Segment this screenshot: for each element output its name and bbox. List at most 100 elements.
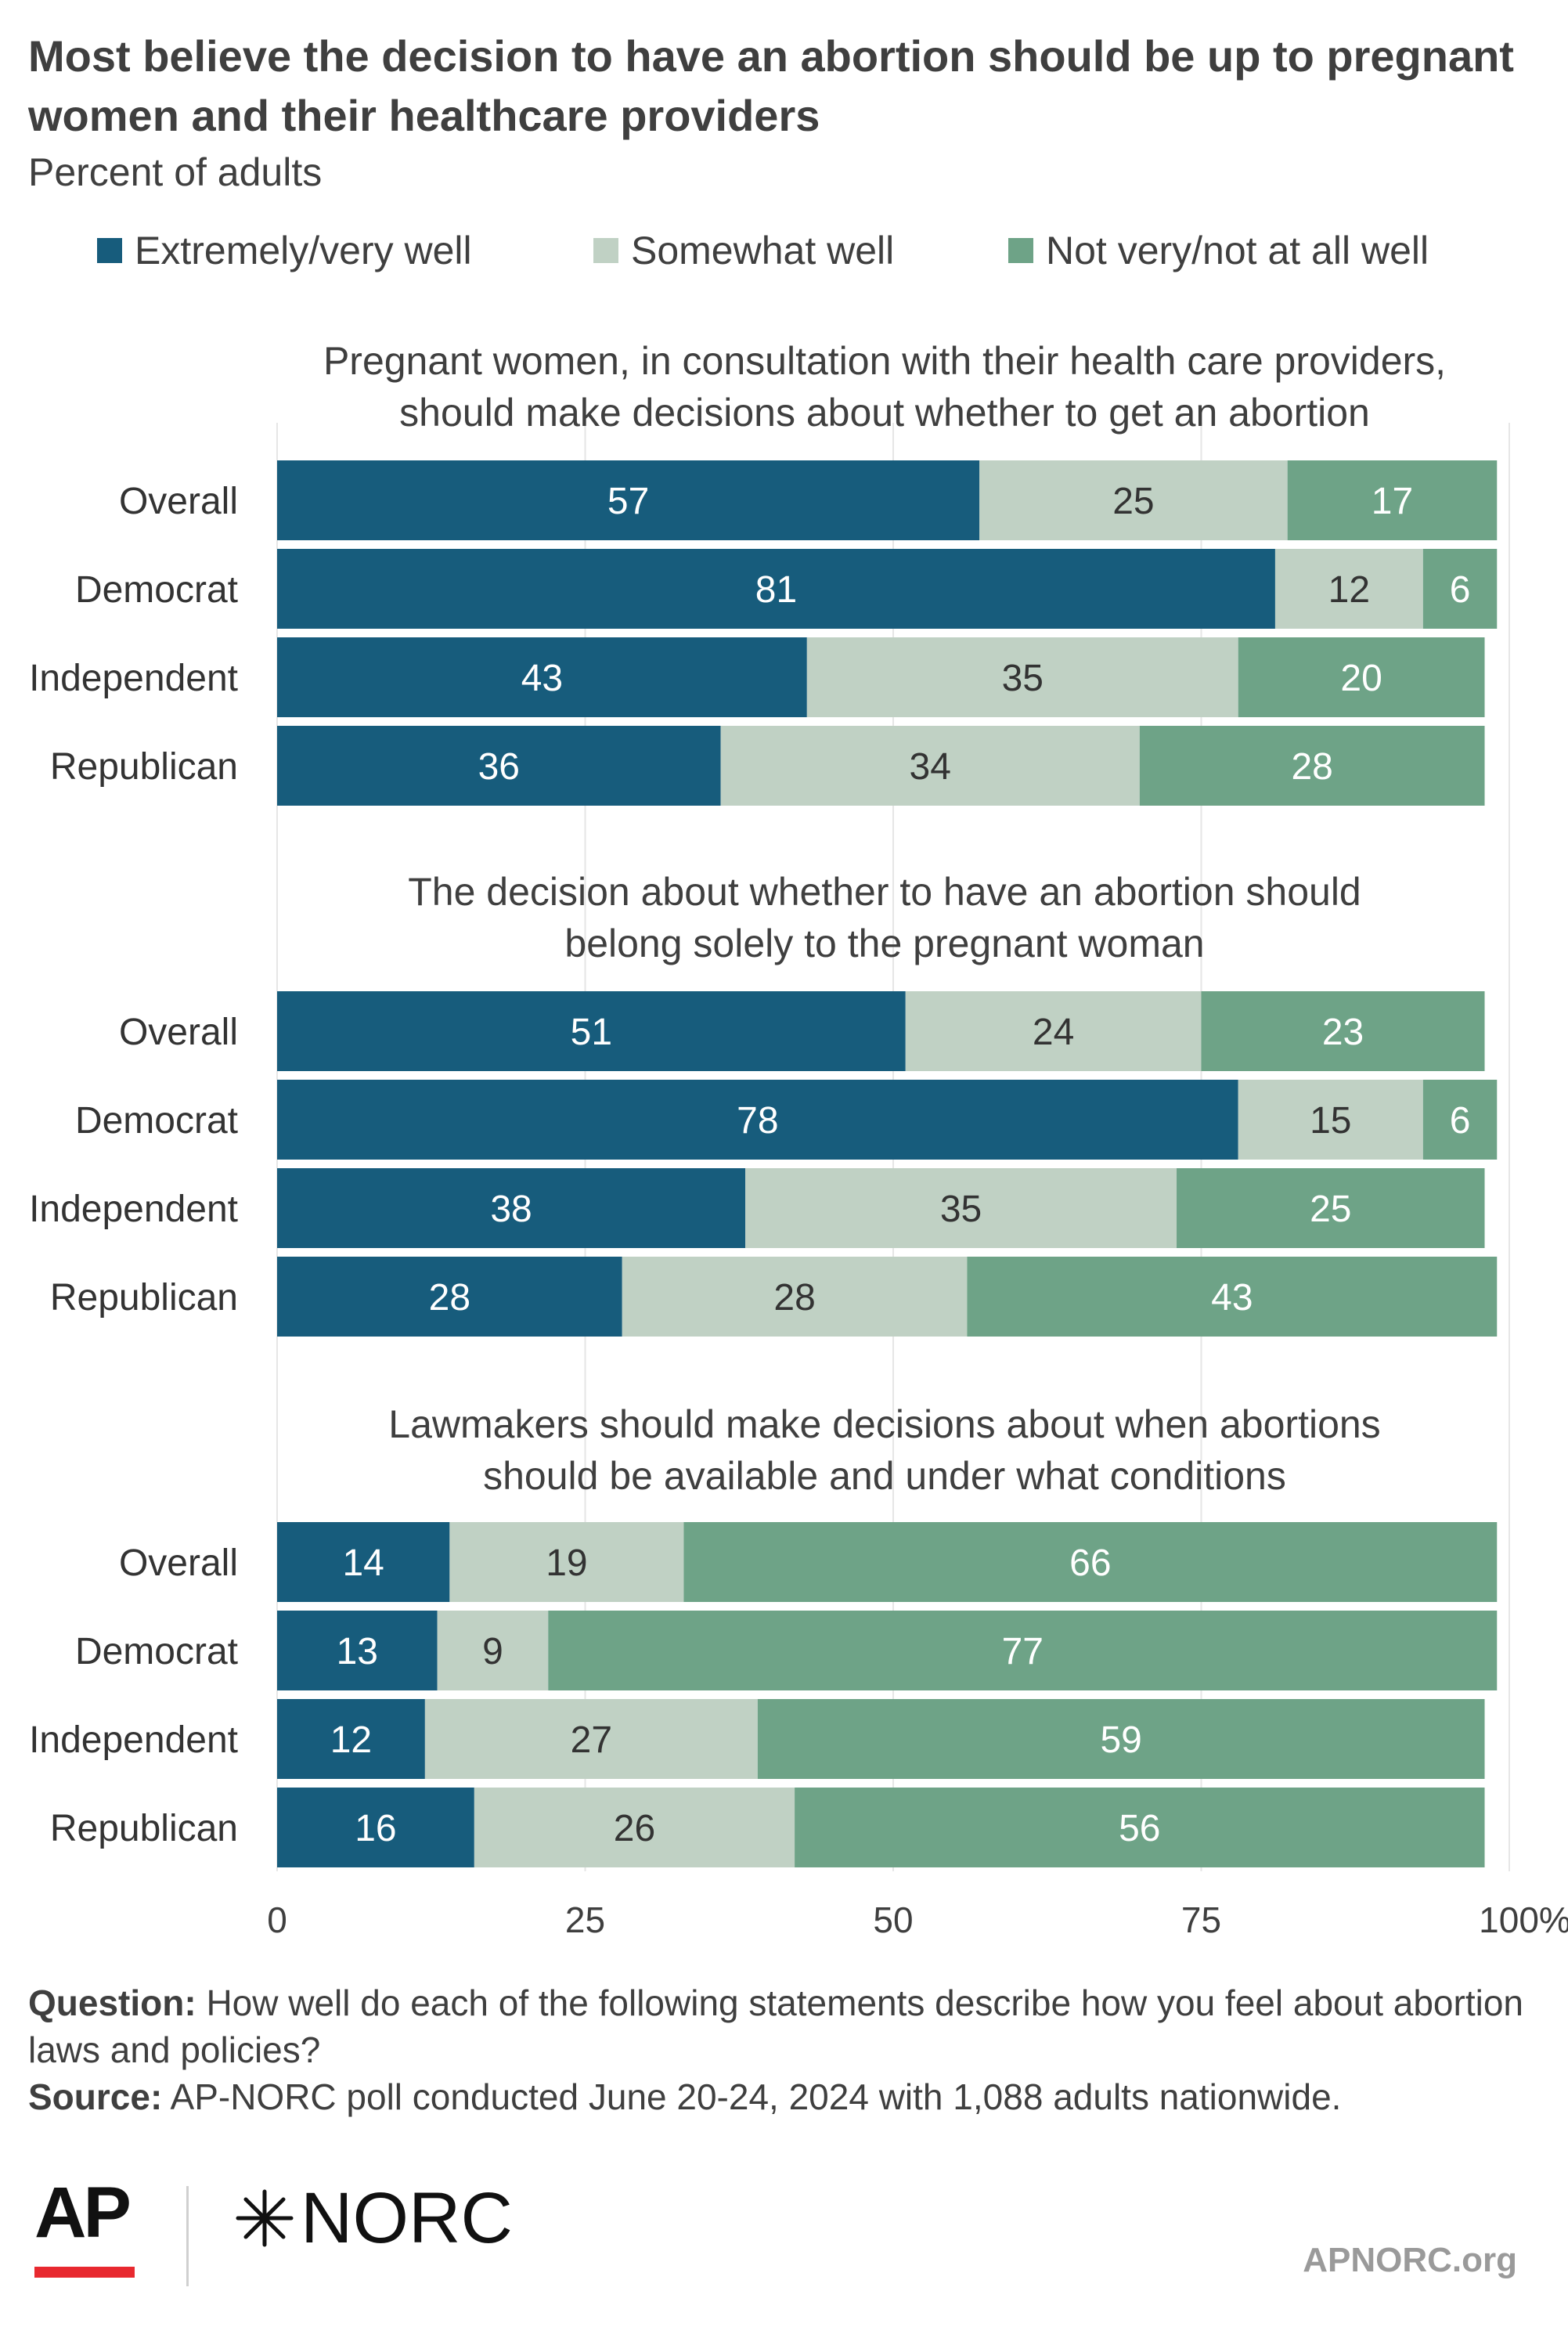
question-text: How well do each of the following statem…: [28, 1982, 1524, 2070]
legend-item-not-very-well: Not very/not at all well: [1008, 227, 1429, 274]
bar-segment: [1274, 549, 1423, 629]
legend-swatch: [1008, 238, 1033, 263]
data-label: 13: [337, 1631, 378, 1672]
category-label: Democrat: [75, 1631, 238, 1672]
bar-segment: [1422, 1080, 1498, 1160]
bar-segment: [1287, 460, 1498, 540]
panel-title-line: belong solely to the pregnant woman: [564, 922, 1204, 965]
bar-segment: [622, 1257, 968, 1337]
chart-subtitle: Percent of adults: [28, 150, 323, 194]
bar-segment: [449, 1522, 684, 1602]
panel-title-line: The decision about whether to have an ab…: [408, 870, 1361, 914]
bar-segment: [277, 1257, 622, 1337]
data-label: 12: [330, 1719, 372, 1761]
category-label: Overall: [119, 1542, 238, 1584]
data-label: 25: [1112, 481, 1154, 522]
data-label: 28: [1291, 746, 1332, 788]
bar-segment: [979, 460, 1288, 540]
bar-segment: [683, 1522, 1498, 1602]
source-text: AP-NORC poll conducted June 20-24, 2024 …: [170, 2076, 1342, 2117]
bar-segment: [1238, 1080, 1423, 1160]
bar-segment: [474, 1788, 795, 1867]
bar-segment: [1201, 991, 1485, 1071]
legend-swatch: [593, 238, 618, 263]
data-label: 35: [940, 1189, 982, 1230]
bar-segment: [548, 1611, 1498, 1690]
bar-segment: [1238, 637, 1485, 717]
data-label: 35: [1002, 658, 1044, 699]
data-label: 78: [737, 1100, 778, 1142]
bar-segment: [277, 1522, 450, 1602]
x-tick-label: 75: [1181, 1899, 1221, 1940]
x-tick-label: 25: [565, 1899, 605, 1940]
data-label: 34: [910, 746, 951, 788]
data-label: 14: [342, 1542, 384, 1584]
bar-segment: [277, 549, 1275, 629]
bar-segment: [905, 991, 1202, 1071]
bar-segment: [757, 1699, 1485, 1779]
bar-segment: [967, 1257, 1498, 1337]
bar-segment: [277, 1168, 746, 1248]
data-label: 12: [1328, 569, 1370, 611]
bar-segment: [795, 1788, 1485, 1867]
bar-segment: [277, 1080, 1238, 1160]
bar-segment: [277, 1611, 438, 1690]
data-label: 59: [1100, 1719, 1141, 1761]
bar-segment: [277, 637, 807, 717]
chart-title: Most believe the decision to have an abo…: [28, 31, 1514, 140]
bar-segment: [277, 726, 721, 806]
data-label: 57: [607, 481, 649, 522]
data-label: 20: [1340, 658, 1382, 699]
data-label: 15: [1310, 1100, 1351, 1142]
data-label: 66: [1069, 1542, 1111, 1584]
data-label: 51: [571, 1012, 612, 1053]
category-label: Overall: [119, 481, 238, 522]
category-label: Democrat: [75, 1100, 238, 1142]
bar-segment: [720, 726, 1140, 806]
category-label: Republican: [50, 1808, 238, 1849]
data-label: 17: [1372, 481, 1413, 522]
data-label: 16: [355, 1808, 396, 1849]
data-label: 77: [1002, 1631, 1044, 1672]
legend-label: Extremely/very well: [135, 229, 472, 272]
bar-segment: [806, 637, 1238, 717]
x-tick-label: 100%: [1479, 1899, 1568, 1940]
panel-title-line: Lawmakers should make decisions about wh…: [388, 1402, 1380, 1446]
category-label: Republican: [50, 746, 238, 788]
source-label: Source:: [28, 2076, 163, 2117]
data-label: 27: [571, 1719, 612, 1761]
bar-segment: [1139, 726, 1485, 806]
norc-wordmark: NORC: [301, 2178, 513, 2258]
legend-label: Somewhat well: [631, 229, 895, 272]
data-label: 24: [1033, 1012, 1074, 1053]
bar-segment: [277, 1699, 425, 1779]
x-tick-label: 50: [873, 1899, 913, 1940]
panel-title-line: should be available and under what condi…: [483, 1454, 1286, 1498]
question-label: Question:: [28, 1982, 196, 2023]
legend-swatch: [97, 238, 122, 263]
category-label: Democrat: [75, 569, 238, 611]
bar-segment: [424, 1699, 758, 1779]
footnote: Question: How well do each of the follow…: [28, 1979, 1539, 2120]
bar-segment: [437, 1611, 549, 1690]
data-label: 28: [773, 1277, 815, 1319]
data-label: 9: [482, 1631, 503, 1672]
legend: Extremely/very well Somewhat well Not ve…: [0, 227, 1568, 274]
stacked-bar-chart: Pregnant women, in consultation with the…: [29, 339, 1568, 1940]
data-label: 38: [490, 1189, 532, 1230]
bar-segment: [277, 991, 906, 1071]
data-label: 23: [1322, 1012, 1364, 1053]
data-label: 25: [1310, 1189, 1351, 1230]
legend-label: Not very/not at all well: [1046, 229, 1429, 272]
data-label: 28: [429, 1277, 470, 1319]
x-tick-label: 0: [267, 1899, 287, 1940]
norc-star-icon: [236, 2189, 294, 2247]
site-url: APNORC.org: [1303, 2241, 1517, 2279]
bar-segment: [1177, 1168, 1485, 1248]
bar-segment: [1422, 549, 1498, 629]
logo-divider: [186, 2186, 189, 2286]
data-label: 26: [614, 1808, 655, 1849]
data-label: 43: [521, 658, 563, 699]
ap-logo: AP: [34, 2173, 132, 2253]
category-label: Overall: [119, 1012, 238, 1053]
